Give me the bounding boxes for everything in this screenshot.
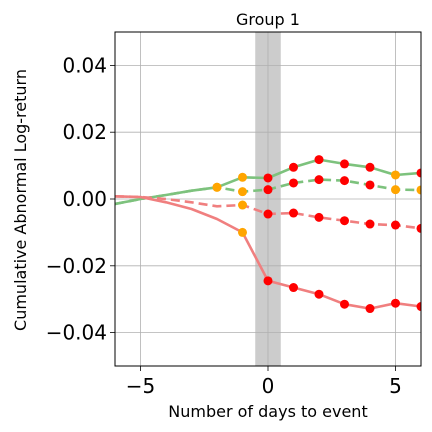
y-tick-label: 0.02: [62, 120, 107, 144]
data-point-series-1: [289, 162, 298, 172]
x-tick-label: −5: [126, 374, 155, 398]
data-point-series-3: [365, 219, 375, 229]
data-point-series-4: [238, 227, 247, 237]
data-point-series-1: [416, 168, 421, 178]
data-point-series-1: [391, 170, 400, 180]
data-point-series-2: [263, 185, 273, 195]
data-point-series-4: [365, 304, 375, 314]
y-tick-label: 0.04: [62, 53, 107, 77]
data-point-series-1: [365, 162, 375, 172]
data-point-series-3: [263, 209, 273, 219]
data-point-series-2: [212, 182, 222, 192]
x-tick-label: 0: [262, 374, 275, 398]
data-point-series-2: [416, 185, 421, 195]
data-point-series-3: [340, 216, 349, 226]
data-point-series-2: [314, 175, 324, 185]
series-markers: [212, 155, 421, 314]
chart-title: Group 1: [236, 10, 300, 29]
data-point-series-4: [340, 299, 349, 309]
data-point-series-2: [238, 187, 247, 197]
data-point-series-2: [365, 180, 375, 190]
y-tick-label: −0.02: [46, 254, 107, 278]
y-tick-label: 0.00: [62, 187, 107, 211]
data-point-series-2: [289, 178, 298, 188]
y-tick-label: −0.04: [46, 321, 107, 345]
data-point-series-4: [391, 298, 400, 308]
data-point-series-4: [416, 302, 421, 312]
data-point-series-1: [314, 155, 324, 165]
data-point-series-3: [238, 200, 247, 210]
data-point-series-3: [314, 212, 324, 222]
data-point-series-3: [289, 208, 298, 218]
data-point-series-2: [391, 185, 400, 195]
data-point-series-1: [340, 159, 349, 169]
data-point-series-3: [416, 223, 421, 233]
data-point-series-3: [391, 220, 400, 230]
data-point-series-1: [238, 172, 247, 182]
data-point-series-1: [263, 173, 273, 183]
x-tick-label: 5: [389, 374, 402, 398]
data-point-series-4: [289, 283, 298, 293]
data-point-series-4: [263, 276, 273, 286]
data-point-series-2: [340, 176, 349, 186]
data-point-series-4: [314, 289, 324, 299]
plot-frame: [114, 31, 422, 367]
x-axis-label: Number of days to event: [168, 402, 367, 421]
y-axis-label: Cumulative Abnormal Log-return: [11, 69, 30, 331]
